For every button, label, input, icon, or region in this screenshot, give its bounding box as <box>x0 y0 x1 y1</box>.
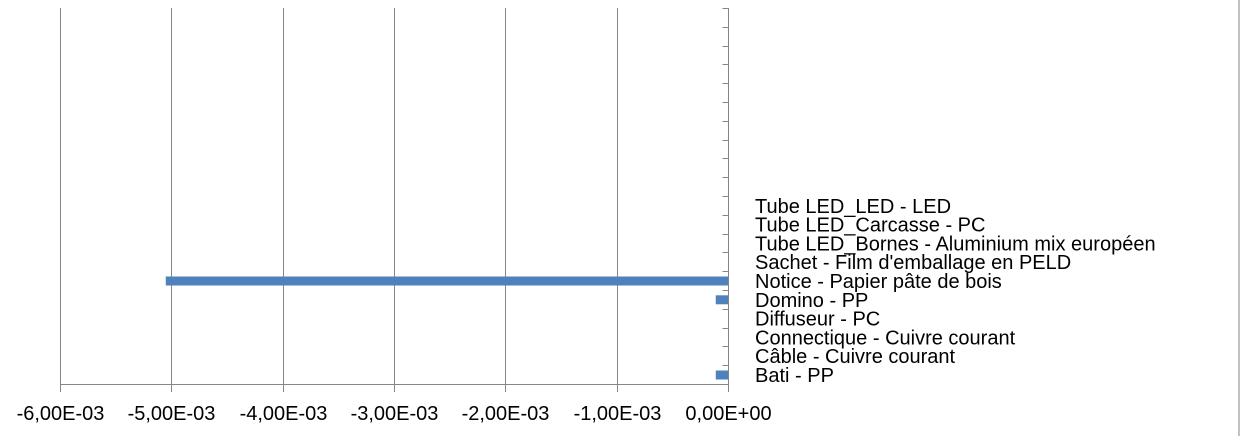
category-label: Sachet - Film d'emballage en PELD <box>755 252 1071 274</box>
category-label: Tube LED_LED - LED <box>755 196 951 218</box>
x-tick-label: -6,00E-03 <box>17 403 105 425</box>
bar <box>165 276 728 286</box>
category-label: Connectique - Cuivre courant <box>755 327 1016 349</box>
axes <box>60 8 729 392</box>
x-tick-labels: -6,00E-03 -5,00E-03 -4,00E-03 -3,00E-03 -2,0… <box>17 403 772 425</box>
category-label: Diffuseur - PC <box>755 309 880 331</box>
category-label: Câble - Cuivre courant <box>755 346 956 368</box>
category-label: Notice - Papier pâte de bois <box>755 271 1002 293</box>
x-tick-label: -5,00E-03 <box>128 403 216 425</box>
bar <box>715 295 728 305</box>
x-tick-label: -4,00E-03 <box>240 403 328 425</box>
category-label: Domino - PP <box>755 290 868 312</box>
category-label: Tube LED_Carcasse - PC <box>755 215 985 237</box>
bars <box>165 276 728 380</box>
x-tick-label: -1,00E-03 <box>574 403 662 425</box>
x-tick-label: -2,00E-03 <box>462 403 550 425</box>
bar <box>715 370 728 380</box>
x-tick-label: 0,00E+00 <box>685 403 771 425</box>
category-label: Bati - PP <box>755 365 834 387</box>
x-tick-label: -3,00E-03 <box>351 403 439 425</box>
category-label: Tube LED_Bornes - Aluminium mix européen <box>755 233 1156 255</box>
gridlines <box>60 8 618 384</box>
